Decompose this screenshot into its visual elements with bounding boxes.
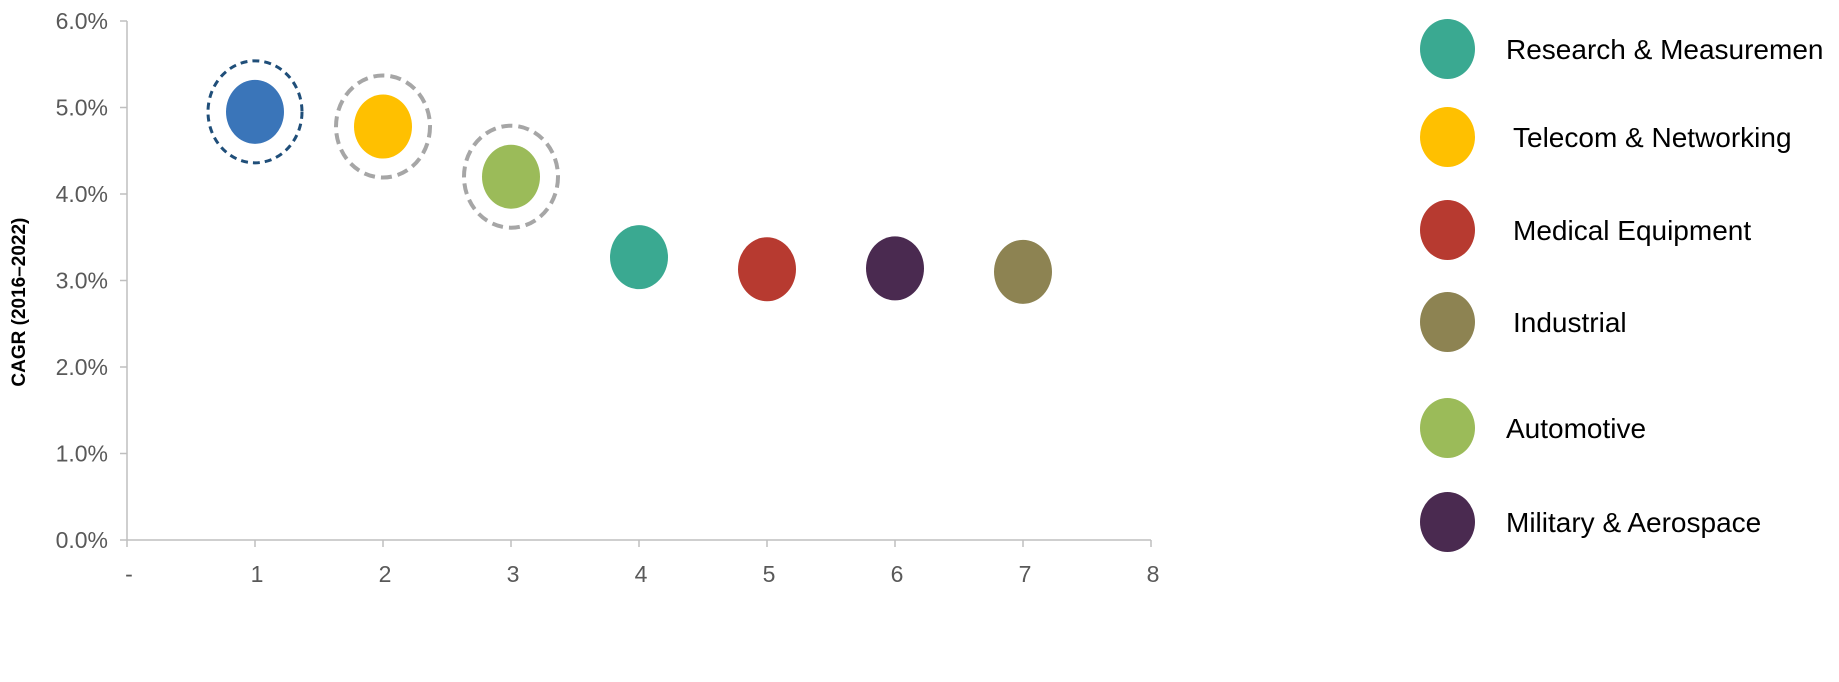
data-point <box>866 236 924 301</box>
y-tick-label: 2.0% <box>56 354 108 380</box>
data-point <box>738 237 796 302</box>
legend-swatch <box>1420 200 1475 260</box>
bubble-chart: - 1 2 3 4 5 6 7 8 0.0% 1.0% 2.0% 3.0% 4.0% 5.0% 6.0% CAG… <box>9 8 1159 587</box>
legend-swatch <box>1420 107 1475 167</box>
axes: - 1 2 3 4 5 6 7 8 0.0% 1.0% 2.0% 3.0% 4.0% 5.0% 6.0% CAG… <box>9 8 1159 587</box>
legend-item: Medical Equipment <box>1420 200 1839 260</box>
chart-marks <box>206 59 1052 304</box>
legend-label: Automotive <box>1506 413 1647 444</box>
legend-item: Industrial <box>1420 292 1839 352</box>
legend: Research & Measuremen Telecom & Networkin… <box>1420 0 1839 682</box>
legend-swatch <box>1420 398 1475 458</box>
y-axis-label: CAGR (2016–2022) <box>9 218 30 387</box>
x-tick-label: 7 <box>1019 561 1032 587</box>
x-tick-label: - <box>125 561 133 587</box>
legend-item: Automotive <box>1420 398 1839 458</box>
highlight-ring <box>462 123 560 230</box>
y-tick-label: 4.0% <box>56 181 108 207</box>
legend-swatch <box>1420 492 1475 552</box>
y-tick-label: 0.0% <box>56 527 108 553</box>
legend-swatch <box>1420 19 1475 79</box>
x-tick-label: 8 <box>1147 561 1160 587</box>
x-tick-label: 5 <box>763 561 776 587</box>
y-tick-label: 3.0% <box>56 268 108 294</box>
y-tick-label: 1.0% <box>56 441 108 467</box>
legend-item: Research & Measuremen <box>1420 19 1839 79</box>
x-tick-label: 6 <box>891 561 904 587</box>
x-tick-label: 1 <box>251 561 264 587</box>
legend-item: Telecom & Networking <box>1420 107 1839 167</box>
legend-label: Telecom & Networking <box>1513 122 1792 153</box>
data-point <box>354 94 412 159</box>
legend-label: Military & Aerospace <box>1506 507 1762 538</box>
legend-item: Military & Aerospace <box>1420 492 1839 552</box>
legend-label: Research & Measuremen <box>1506 34 1824 65</box>
y-tick-label: 5.0% <box>56 95 108 121</box>
legend-swatch <box>1420 292 1475 352</box>
data-point <box>482 144 540 209</box>
data-point <box>226 79 284 144</box>
y-tick-label: 6.0% <box>56 8 108 34</box>
x-tick-label: 3 <box>507 561 520 587</box>
data-point <box>994 239 1052 304</box>
x-tick-label: 2 <box>379 561 392 587</box>
legend-label: Industrial <box>1513 307 1627 338</box>
x-tick-label: 4 <box>635 561 648 587</box>
legend-label: Medical Equipment <box>1513 215 1752 246</box>
highlight-ring <box>334 73 432 180</box>
highlight-ring <box>206 59 304 165</box>
data-point <box>610 225 668 290</box>
